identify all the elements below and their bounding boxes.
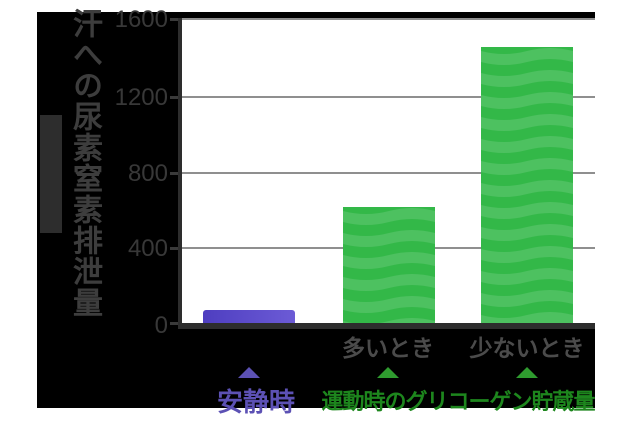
triangle-marker-low (516, 367, 538, 378)
y-tick-label-0: 0 (154, 312, 168, 339)
gridline-800 (182, 172, 595, 174)
bar-sub-label-low: 少ないとき (469, 335, 585, 361)
bar-sub-label-high: 多いとき (342, 335, 434, 361)
plot-area (178, 18, 595, 329)
y-tick-label-400: 400 (127, 235, 168, 262)
y-tick-label-1600: 1600 (114, 6, 168, 33)
y-tick-mark (170, 18, 178, 21)
y-tick-mark (170, 96, 178, 99)
left-gray-block (40, 115, 62, 233)
bar-glycogen-high (343, 207, 435, 323)
y-tick-mark (170, 247, 178, 250)
gridline-1200 (182, 96, 595, 98)
triangle-marker-rest (238, 367, 260, 378)
group-label-rest: 安静時 (216, 387, 295, 417)
y-tick-label-1200: 1200 (114, 84, 168, 111)
wave-pattern-svg (481, 47, 573, 323)
y-tick-label-800: 800 (127, 160, 168, 187)
bar-glycogen-low (481, 47, 573, 323)
triangle-marker-high (377, 367, 399, 378)
group-label-exercise: 運動時のグリコーゲン貯蔵量 (321, 389, 595, 414)
y-tick-mark (170, 322, 178, 325)
gridline-1600 (182, 18, 595, 20)
wave-pattern-svg (343, 207, 435, 323)
y-tick-mark (170, 172, 178, 175)
y-axis-title: 汗への尿素窒素排泄量 (68, 8, 101, 318)
bar-rest (203, 310, 295, 323)
